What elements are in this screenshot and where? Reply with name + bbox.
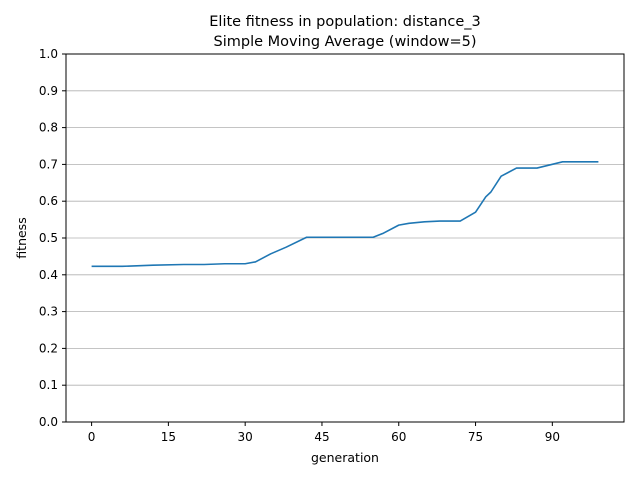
y-tick-label: 0.6 (39, 194, 58, 208)
x-tick-label: 45 (314, 430, 329, 444)
y-tick-label: 0.5 (39, 231, 58, 245)
y-tick-label: 0.3 (39, 305, 58, 319)
chart-subtitle: Simple Moving Average (window=5) (214, 34, 477, 50)
y-axis-label: fitness (14, 217, 29, 258)
y-tick-label: 1.0 (39, 47, 58, 61)
y-tick-label: 0.0 (39, 415, 58, 429)
x-tick-label: 75 (468, 430, 483, 444)
y-tick-label: 0.2 (39, 341, 58, 355)
y-tick-label: 0.8 (39, 121, 58, 135)
series-lines (91, 161, 599, 268)
chart-title: Elite fitness in population: distance_3 (209, 14, 480, 30)
y-tick-label: 0.4 (39, 268, 58, 282)
y-tick-label: 0.1 (39, 378, 58, 392)
y-tick-label: 0.9 (39, 84, 58, 98)
x-tick-label: 60 (391, 430, 406, 444)
axis-ticks: 0.0 0.1 0.2 0.3 0.4 0.5 0.6 0.7 0.8 0.9 1.0 0 15 30 45… (39, 47, 560, 444)
x-tick-label: 0 (88, 430, 96, 444)
x-tick-label: 15 (161, 430, 176, 444)
x-tick-label: 30 (238, 430, 253, 444)
x-tick-label: 90 (545, 430, 560, 444)
x-axis-label: generation (311, 450, 379, 465)
y-tick-label: 0.7 (39, 157, 58, 171)
series-line (91, 161, 599, 268)
plot-area-frame (65, 53, 625, 423)
